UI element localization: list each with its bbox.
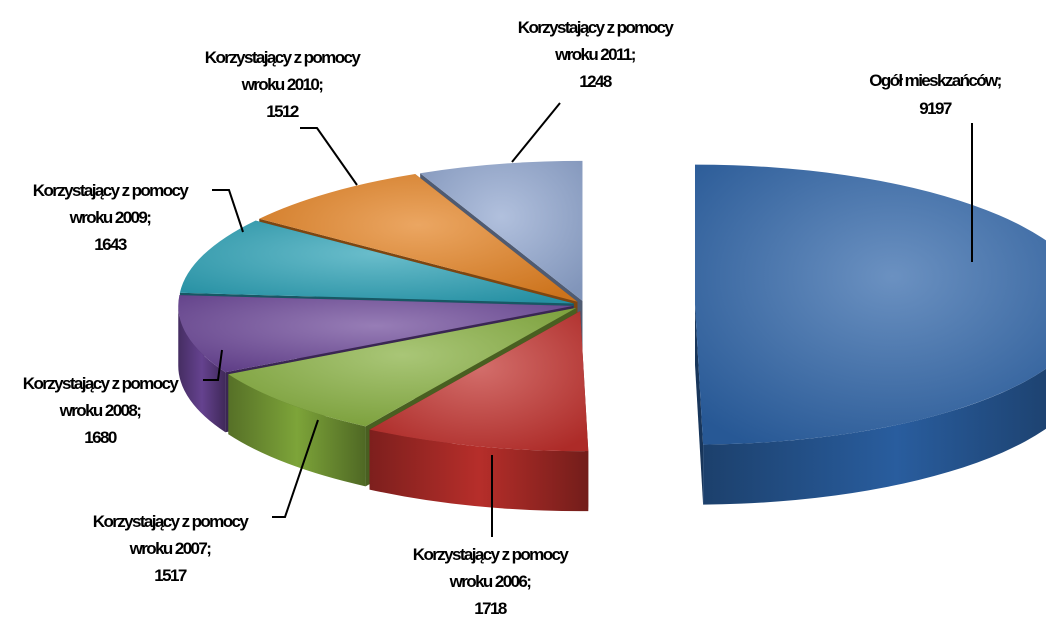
data-label-2: Korzystający z pomocy wroku 2007; 1517 (93, 512, 250, 585)
data-label-3: Korzystający z pomocy wroku 2008; 1680 (23, 374, 180, 447)
leader-line-2 (272, 419, 319, 518)
leader-line-3 (203, 349, 223, 381)
pie-slice-0 (694, 164, 1046, 505)
data-label-4: Korzystający z pomocy wroku 2009; 1643 (33, 181, 190, 254)
data-label-6: Korzystający z pomocy wroku 2011; 1248 (518, 18, 675, 91)
leader-line-5 (300, 127, 358, 186)
data-label-0: Ogół mieskzańców; 9197 (869, 71, 1001, 118)
leader-line-4 (212, 189, 244, 233)
data-label-1: Korzystający z pomocy wroku 2006; 1718 (413, 545, 570, 617)
data-label-5: Korzystający z pomocy wroku 2010; 1512 (205, 48, 362, 121)
pie-slice-1 (369, 311, 589, 512)
leader-line-6 (511, 102, 561, 163)
